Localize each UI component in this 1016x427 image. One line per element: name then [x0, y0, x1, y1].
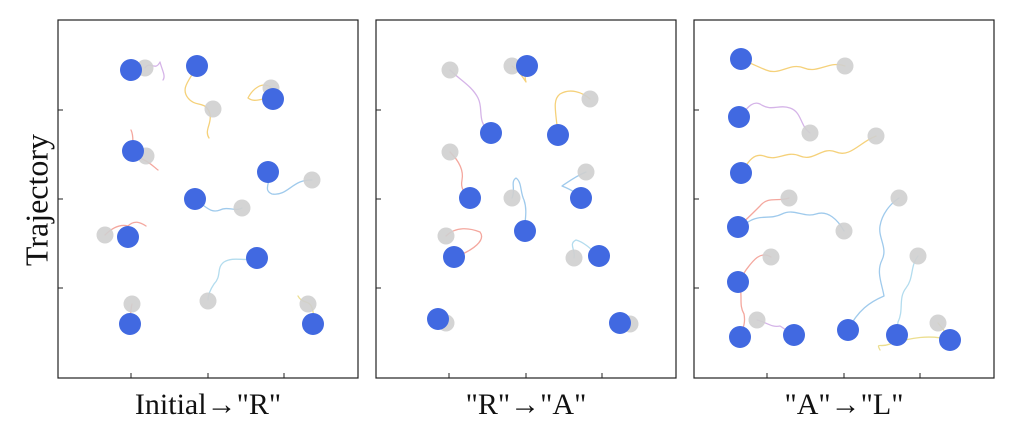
- start-marker: [909, 247, 927, 265]
- start-marker: [123, 295, 141, 313]
- start-marker: [565, 249, 583, 267]
- robot: [783, 324, 805, 346]
- robot: [514, 220, 536, 242]
- robot: [120, 59, 142, 81]
- robot: [730, 162, 752, 184]
- start-marker: [890, 189, 908, 207]
- robot: [119, 313, 141, 335]
- start-marker: [204, 100, 222, 118]
- robot: [609, 312, 631, 334]
- start-marker: [441, 143, 459, 161]
- start-marker: [503, 189, 521, 207]
- trajectory-path: [445, 228, 483, 258]
- panel-a-to-l: "A"→"L": [693, 19, 995, 421]
- start-marker: [441, 61, 459, 79]
- robot: [727, 216, 749, 238]
- robots: [727, 48, 961, 351]
- robot: [729, 326, 751, 348]
- trajectory-path: [740, 135, 877, 174]
- panel-caption: Initial→"R": [135, 388, 281, 421]
- start-marker: [748, 311, 766, 329]
- panel-caption: "A"→"L": [785, 388, 904, 421]
- panel-ticks: [376, 109, 603, 378]
- robot: [246, 247, 268, 269]
- robot: [727, 271, 749, 293]
- robot: [262, 88, 284, 110]
- trajectory-path: [449, 69, 491, 134]
- start-markers: [748, 57, 947, 332]
- robot: [547, 124, 569, 146]
- robot: [122, 140, 144, 162]
- start-marker: [801, 124, 819, 142]
- robots: [427, 55, 631, 334]
- start-marker: [835, 222, 853, 240]
- panel-caption: "R"→"A": [466, 388, 587, 421]
- robot: [939, 329, 961, 351]
- y-axis-label: Trajectory: [18, 134, 54, 266]
- robot: [427, 308, 449, 330]
- trajectory-path: [738, 102, 811, 134]
- start-marker: [303, 171, 321, 189]
- robot: [184, 188, 206, 210]
- robot: [886, 324, 908, 346]
- robot: [837, 319, 859, 341]
- start-marker: [199, 292, 217, 310]
- start-marker: [437, 227, 455, 245]
- robot: [570, 187, 592, 209]
- start-marker: [780, 189, 798, 207]
- robot: [117, 226, 139, 248]
- robot: [516, 55, 538, 77]
- start-marker: [929, 314, 947, 332]
- robot: [730, 48, 752, 70]
- trajectory-path: [847, 197, 900, 331]
- start-marker: [503, 57, 521, 75]
- robot: [459, 187, 481, 209]
- trajectory-path: [511, 177, 527, 232]
- start-marker: [577, 163, 595, 181]
- panel-ticks: [694, 109, 921, 378]
- start-marker: [867, 127, 885, 145]
- start-marker: [96, 226, 114, 244]
- robot: [728, 106, 750, 128]
- robot: [480, 122, 502, 144]
- robots: [117, 55, 324, 335]
- robot: [588, 245, 610, 267]
- start-marker: [233, 199, 251, 217]
- trajectory-path: [554, 90, 591, 136]
- start-marker: [581, 90, 599, 108]
- start-marker: [762, 248, 780, 266]
- robot: [302, 313, 324, 335]
- start-marker: [836, 57, 854, 75]
- panel-ticks: [58, 109, 285, 378]
- robot: [257, 161, 279, 183]
- panel-r-to-a: "R"→"A": [375, 19, 677, 421]
- start-marker: [299, 295, 317, 313]
- trajectory-path: [740, 58, 846, 73]
- trajectory-path: [184, 65, 211, 139]
- robot: [186, 55, 208, 77]
- robot: [443, 246, 465, 268]
- panel-initial-to-r: Initial→"R": [57, 19, 359, 421]
